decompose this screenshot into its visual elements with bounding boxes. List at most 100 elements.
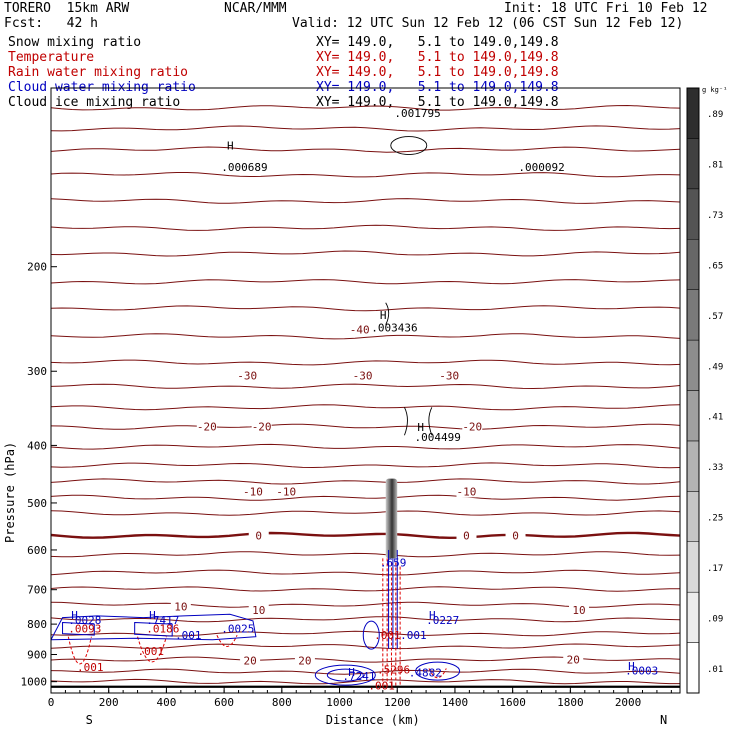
colorbar-tick-label: .57 (707, 312, 723, 322)
extremum-label: .7241 (342, 670, 375, 683)
field-xy-temperature: XY= 149.0, 5.1 to 149.0,149.8 (316, 50, 559, 65)
isotherm-line (50, 250, 681, 257)
colorbar-cell (686, 239, 700, 290)
temperature-label: -30 (439, 370, 459, 383)
colorbar-cell (686, 440, 700, 492)
snow-contour (385, 302, 390, 325)
cloud-water-contour (50, 613, 257, 641)
temperature-label-bg (462, 420, 483, 433)
temperature-label: -40 (350, 323, 370, 336)
temperature-label-bg (439, 369, 460, 382)
isotherm-line (50, 198, 681, 204)
field-label-cloud-ice: Cloud ice mixing ratio (8, 95, 181, 110)
y-tick-label: 300 (27, 365, 47, 378)
temperature-label-bg (294, 654, 315, 667)
cloud-water-contour (362, 620, 380, 650)
colorbar-tick-label: .81 (707, 161, 723, 171)
colorbar-cell (686, 339, 700, 391)
x-tick-label: 400 (156, 696, 176, 709)
extremum-label: .001 (138, 645, 165, 658)
extremum-label: .003436 (371, 321, 417, 334)
plot-frame (50, 87, 681, 694)
extremum-label: .001795 (394, 107, 440, 120)
isotherm-line (50, 305, 681, 312)
extremum-label: .7417 (146, 614, 179, 627)
snow-contour (428, 407, 433, 436)
colorbar-tick-label: .01 (707, 665, 723, 675)
rain-contour (137, 636, 167, 663)
colorbar-tick-label: .41 (707, 413, 723, 423)
extremum-label: .000092 (518, 161, 564, 174)
extremum-label: .0186 (146, 623, 179, 636)
x-tick-label: 600 (214, 696, 234, 709)
temperature-label-bg (569, 603, 590, 616)
isotherm-line (50, 494, 681, 501)
isotherm-line (50, 404, 681, 411)
temperature-label: 20 (298, 655, 311, 668)
extremum-label: .004499 (415, 431, 461, 444)
extremum-label: H (429, 609, 436, 622)
isotherm-line (50, 478, 681, 485)
temperature-label: 0 (463, 529, 470, 542)
isotherm-line (50, 678, 680, 685)
extremum-label: H (417, 421, 424, 434)
field-xy-snow: XY= 149.0, 5.1 to 149.0,149.8 (316, 35, 559, 50)
x-tick-label: 1600 (499, 696, 526, 709)
temperature-label-bg (242, 485, 263, 498)
isotherm-line (50, 125, 681, 132)
isotherm-line (50, 531, 681, 540)
x-tick-label: 200 (99, 696, 119, 709)
cloud-water-contour (134, 621, 173, 637)
extremum-label: .5296 (377, 663, 410, 676)
colorbar-cell (686, 138, 700, 190)
temperature-label: 0 (255, 529, 262, 542)
snow-column-shading (385, 478, 398, 559)
colorbar-tick-label: .25 (707, 514, 723, 524)
x-tick-label: 1200 (384, 696, 411, 709)
temperature-label: -30 (237, 370, 257, 383)
isotherm-line (50, 224, 681, 231)
y-tick-label: 1000 (21, 676, 48, 689)
isotherm-line (50, 104, 681, 111)
colorbar-cell (686, 491, 700, 543)
extremum-label: .0227 (426, 614, 459, 627)
temperature-label-bg (248, 529, 269, 542)
isotherm-line (50, 586, 681, 592)
y-tick-label: 400 (27, 439, 47, 452)
colorbar-unit: g kg⁻¹ (702, 86, 727, 94)
temperature-label-bg (505, 529, 526, 542)
temperature-label-bg (170, 600, 191, 613)
extremum-label: .001 (77, 661, 104, 674)
colorbar-tick-label: .33 (707, 463, 723, 473)
y-tick-label: 900 (27, 648, 47, 661)
extremum-label: .0003 (625, 664, 658, 677)
temperature-label: 10 (572, 604, 585, 617)
isotherm-line (50, 569, 681, 576)
center-name: NCAR/MMM (224, 1, 287, 16)
extremum-label: .000689 (221, 161, 267, 174)
isotherm-line (50, 643, 681, 650)
valid-time: Valid: 12 UTC Sun 12 Feb 12 (06 CST Sun … (292, 16, 684, 31)
y-tick-label: 800 (27, 618, 47, 631)
extremum-label: H (227, 140, 234, 153)
isotherm-line (50, 279, 681, 285)
extremum-label: H (149, 609, 156, 622)
isotherm-line (50, 423, 681, 430)
model-title: TORERO 15km ARW (4, 1, 130, 16)
rain-contour (428, 668, 447, 679)
temperature-label: 20 (567, 654, 580, 667)
temperature-label: -10 (457, 485, 477, 498)
y-axis-label: Pressure (hPa) (3, 442, 17, 543)
temperature-label-bg (349, 323, 370, 336)
field-xy-cloud-ice: XY= 149.0, 5.1 to 149.0,149.8 (316, 95, 559, 110)
temperature-label: 20 (243, 655, 256, 668)
x-tick-label: 800 (272, 696, 292, 709)
isotherm-line (50, 359, 681, 366)
rain-contour (67, 636, 92, 665)
isotherm-line (50, 510, 681, 516)
x-tick-label: 1400 (442, 696, 469, 709)
field-xy-rain: XY= 149.0, 5.1 to 149.0,149.8 (316, 65, 559, 80)
extremum-label: .001 (374, 629, 401, 642)
colorbar-cell (686, 87, 700, 139)
